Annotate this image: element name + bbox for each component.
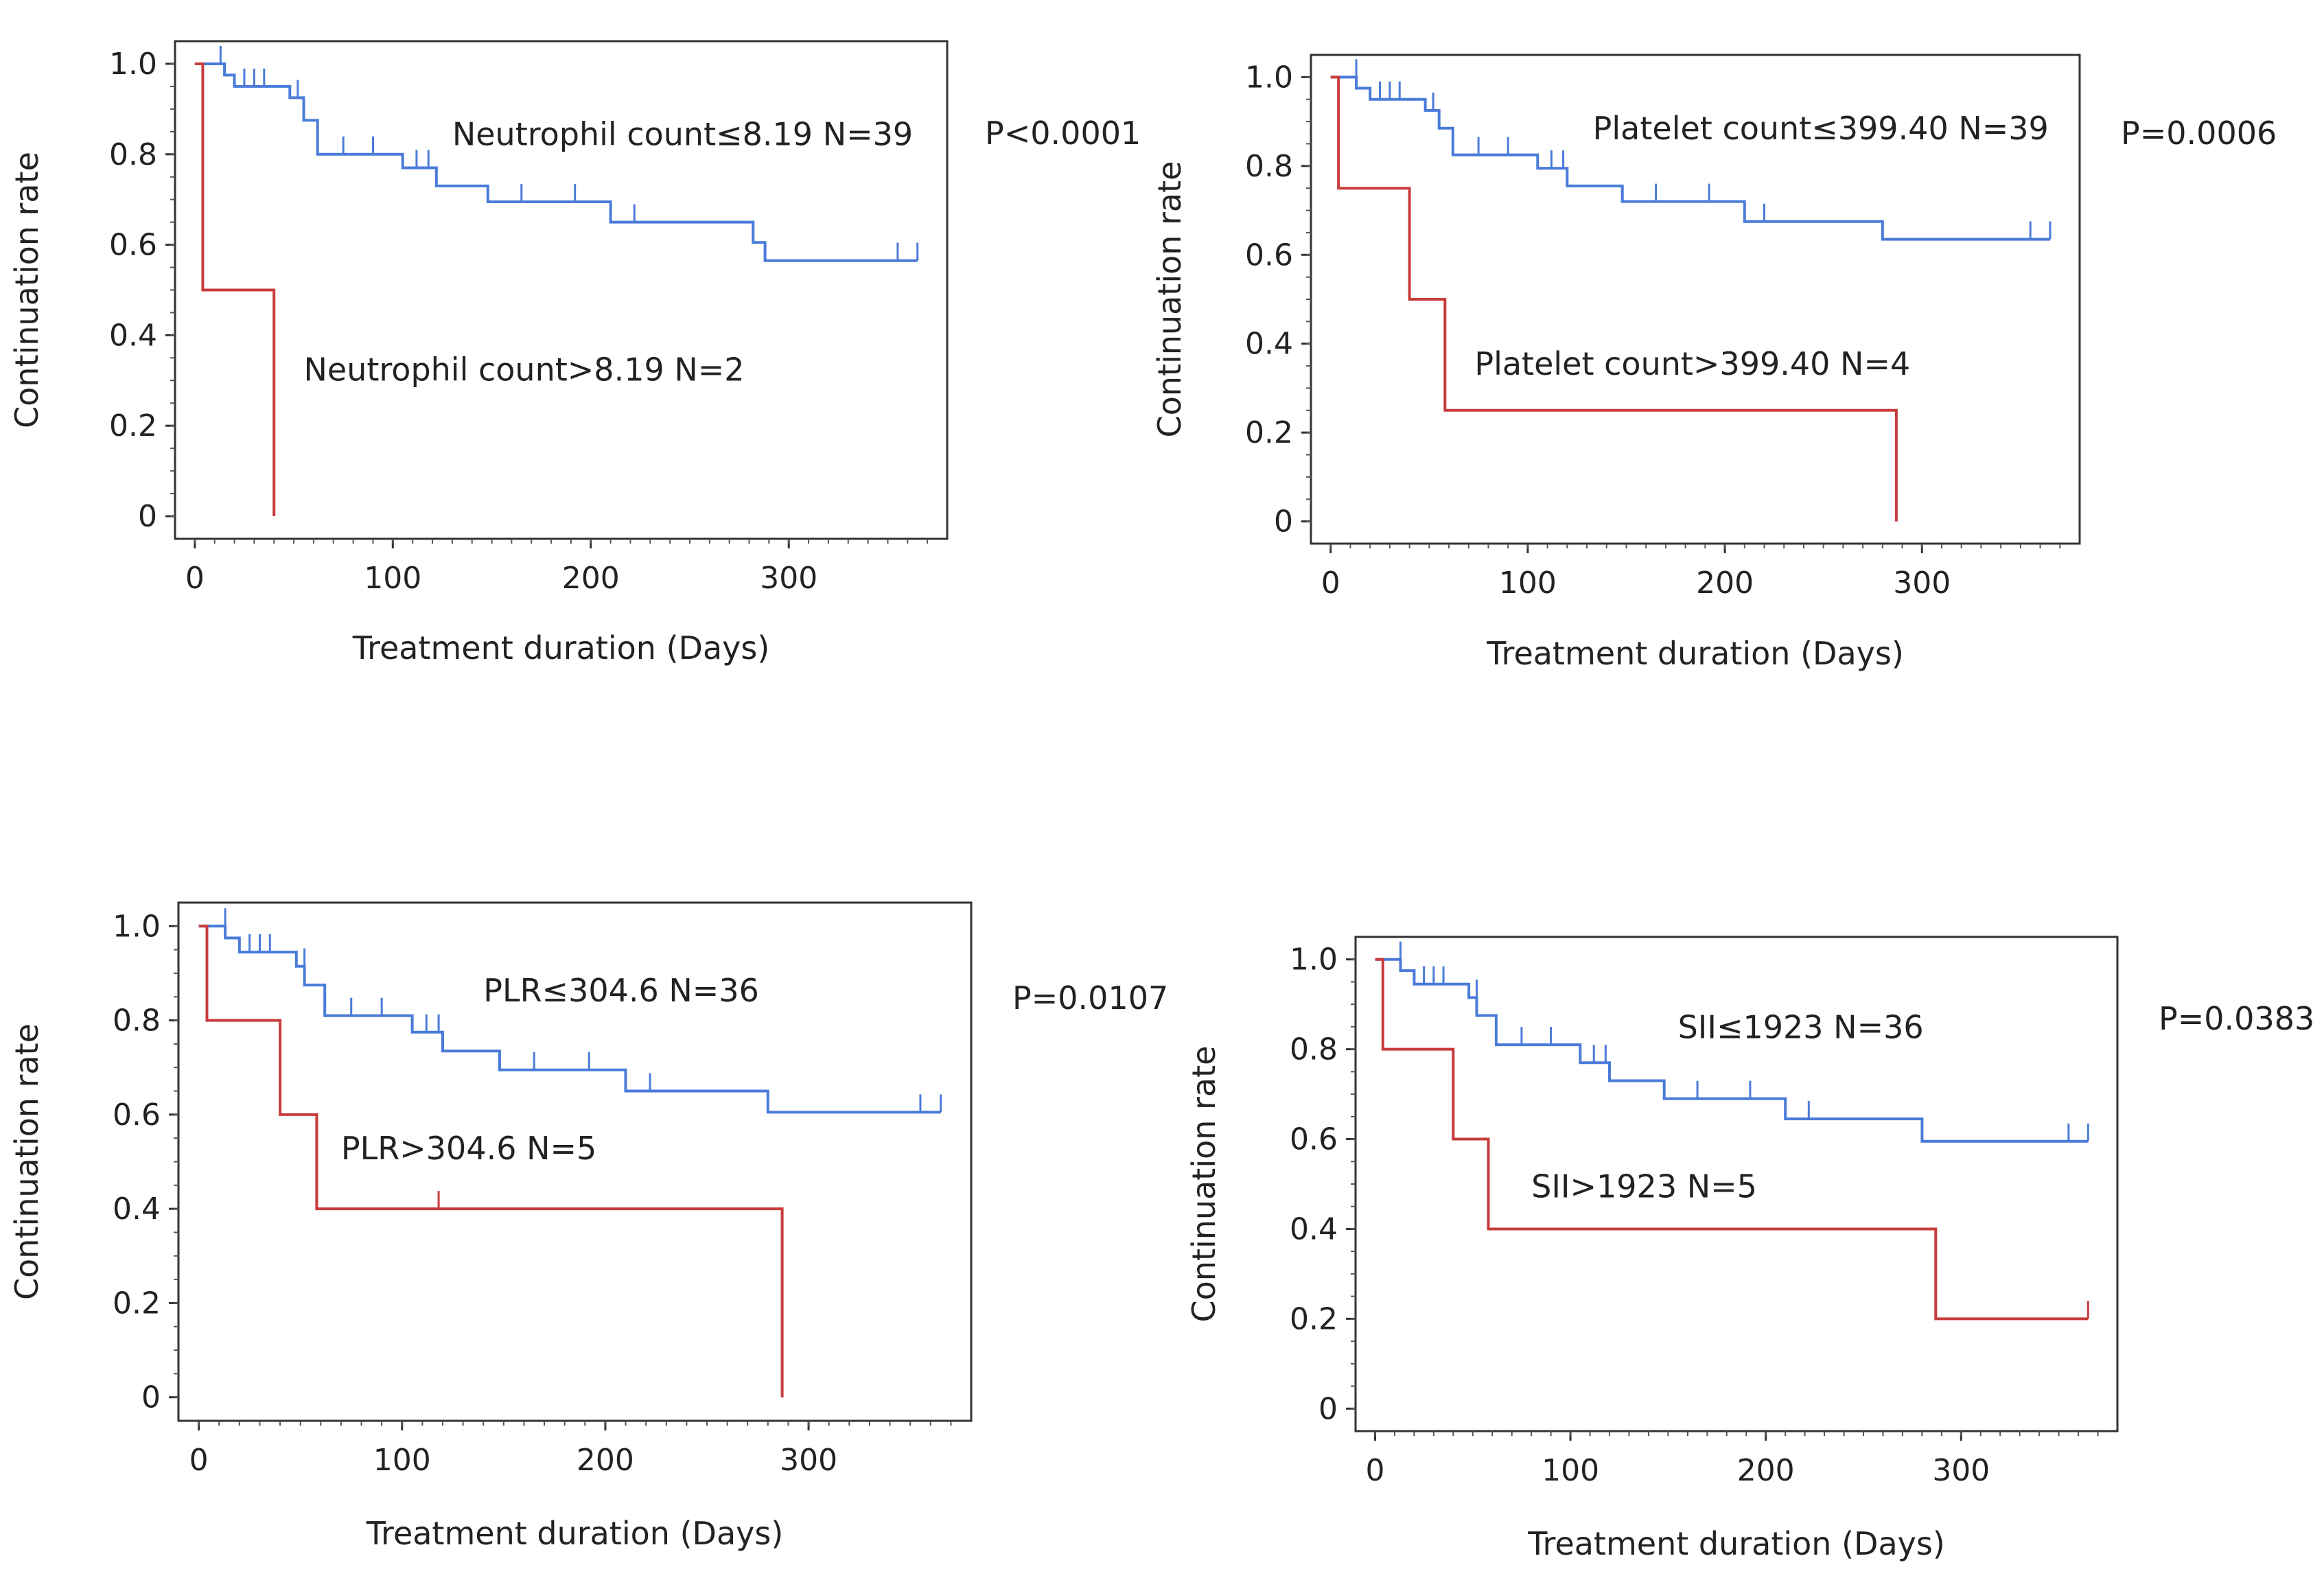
y-tick-label: 0.8 xyxy=(113,1003,161,1039)
p-value: P=0.0006 xyxy=(2121,115,2277,152)
series-label-0: SII≤1923 N=36 xyxy=(1678,1008,1924,1045)
x-tick-label: 100 xyxy=(373,1443,431,1478)
series-label-0: Neutrophil count≤8.19 N=39 xyxy=(452,116,913,153)
series-line-1 xyxy=(1375,958,2089,1321)
x-tick-label: 0 xyxy=(185,561,205,596)
x-tick-label: 300 xyxy=(760,561,817,596)
km-chart-top-left: 0 0.2 0.4 0.6 0.8 1.0 0 100 200 300 Treatment dura… xyxy=(8,40,1141,666)
y-tick-label: 0 xyxy=(138,499,157,534)
x-tick-label: 100 xyxy=(1499,566,1557,601)
series-line-0 xyxy=(1375,958,2089,1143)
series-line-1 xyxy=(194,62,276,516)
series-line-0 xyxy=(1330,76,2050,241)
series-label-1: SII>1923 N=5 xyxy=(1531,1168,1757,1205)
series-line-1 xyxy=(198,925,784,1397)
y-axis-title: Continuation rate xyxy=(8,152,45,428)
y-tick-label: 0 xyxy=(1274,504,1293,539)
p-value: P=0.0383 xyxy=(2159,1000,2314,1037)
series-line-0 xyxy=(194,62,918,262)
km-chart-bottom-right: 0 0.2 0.4 0.6 0.8 1.0 0 100 200 300 Treatment dura… xyxy=(1185,936,2314,1562)
x-tick-label: 200 xyxy=(577,1443,634,1478)
x-tick-label: 100 xyxy=(364,561,421,596)
x-axis-title: Treatment duration (Days) xyxy=(1486,635,1904,672)
series-label-1: Platelet count>399.40 N=4 xyxy=(1474,345,1910,382)
y-tick-label: 0.4 xyxy=(1245,327,1293,362)
x-tick-label: 0 xyxy=(189,1443,209,1478)
y-tick-label: 1.0 xyxy=(109,47,157,82)
p-value: P=0.0107 xyxy=(1012,979,1168,1017)
x-axis-title: Treatment duration (Days) xyxy=(1527,1525,1945,1562)
y-tick-label: 0.4 xyxy=(113,1192,161,1227)
x-tick-label: 100 xyxy=(1542,1453,1599,1488)
x-tick-label: 0 xyxy=(1321,566,1340,601)
x-tick-label: 300 xyxy=(1893,566,1951,601)
x-axis-title: Treatment duration (Days) xyxy=(352,629,770,666)
x-axis-title: Treatment duration (Days) xyxy=(366,1515,784,1552)
x-tick-label: 300 xyxy=(780,1443,837,1478)
y-tick-label: 1.0 xyxy=(1245,60,1293,95)
y-tick-label: 1.0 xyxy=(1290,942,1338,977)
y-tick-label: 0 xyxy=(1318,1391,1338,1426)
y-tick-label: 0.8 xyxy=(109,137,157,172)
y-tick-label: 0.6 xyxy=(113,1098,161,1133)
x-tick-label: 0 xyxy=(1365,1453,1384,1488)
y-tick-label: 0.2 xyxy=(113,1286,161,1321)
x-tick-label: 200 xyxy=(562,561,620,596)
x-tick-label: 300 xyxy=(1932,1453,1990,1488)
series-label-0: Platelet count≤399.40 N=39 xyxy=(1593,110,2049,147)
series-label-1: Neutrophil count>8.19 N=2 xyxy=(304,351,745,388)
series-line-0 xyxy=(198,925,941,1114)
series-line-1 xyxy=(1330,76,1898,522)
y-tick-label: 0.2 xyxy=(109,408,157,443)
km-chart-top-right: 0 0.2 0.4 0.6 0.8 1.0 0 100 200 300 Treatment dura… xyxy=(1151,54,2277,672)
series-label-0: PLR≤304.6 N=36 xyxy=(483,972,759,1009)
y-tick-label: 0.8 xyxy=(1290,1032,1338,1067)
km-chart-bottom-left: 0 0.2 0.4 0.6 0.8 1.0 0 100 200 300 Treatment dura… xyxy=(8,901,1168,1552)
y-tick-label: 1.0 xyxy=(113,909,161,944)
y-tick-label: 0.6 xyxy=(1290,1122,1338,1157)
y-tick-label: 0.2 xyxy=(1245,415,1293,450)
y-tick-label: 0.6 xyxy=(1245,237,1293,272)
y-axis-title: Continuation rate xyxy=(1185,1046,1222,1323)
y-tick-label: 0.6 xyxy=(109,228,157,263)
y-axis-title: Continuation rate xyxy=(8,1023,45,1300)
y-tick-label: 0.8 xyxy=(1245,149,1293,184)
y-tick-label: 0.4 xyxy=(109,318,157,353)
x-tick-label: 200 xyxy=(1737,1453,1795,1488)
y-tick-label: 0.2 xyxy=(1290,1301,1338,1336)
y-tick-label: 0.4 xyxy=(1290,1211,1338,1246)
p-value: P<0.0001 xyxy=(985,115,1141,152)
y-tick-label: 0 xyxy=(141,1380,161,1415)
series-label-1: PLR>304.6 N=5 xyxy=(341,1130,596,1167)
y-axis-title: Continuation rate xyxy=(1151,161,1188,438)
x-tick-label: 200 xyxy=(1696,566,1754,601)
